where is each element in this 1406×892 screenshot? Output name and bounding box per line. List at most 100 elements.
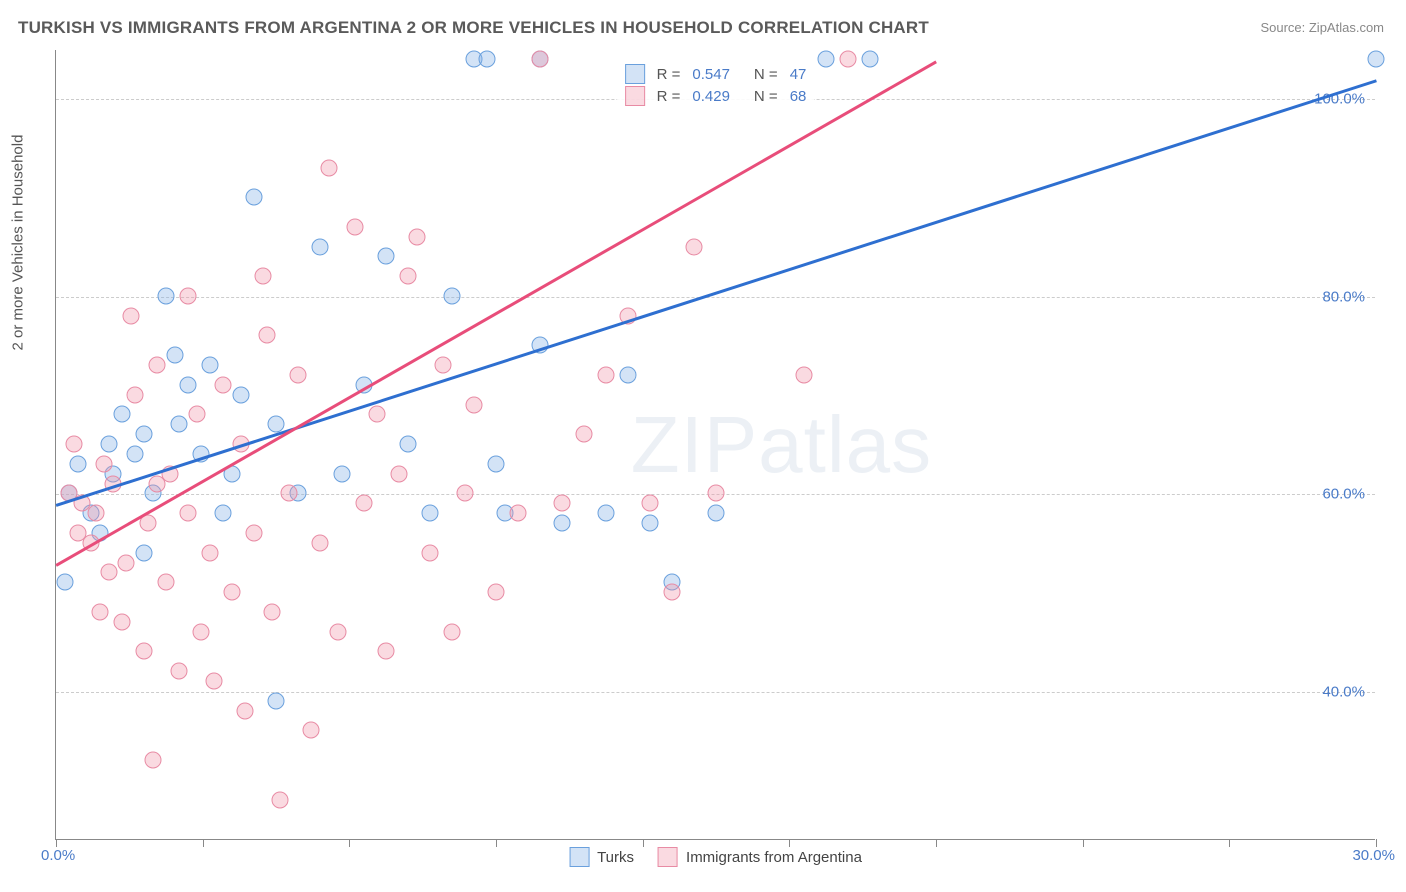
data-point [180,505,197,522]
data-point [576,426,593,443]
data-point [369,406,386,423]
data-point [180,287,197,304]
x-tick [789,839,790,847]
data-point [65,436,82,453]
x-tick [643,839,644,847]
data-point [224,584,241,601]
trend-line [56,80,1377,507]
data-point [171,663,188,680]
data-point [254,268,271,285]
r-label: R = [657,66,681,83]
data-point [466,396,483,413]
data-point [457,485,474,502]
data-point [356,495,373,512]
data-point [149,357,166,374]
data-point [127,445,144,462]
data-point [391,465,408,482]
data-point [818,50,835,67]
data-point [422,505,439,522]
legend-swatch [625,64,645,84]
legend-correlation-row: R =0.429N =68 [625,86,807,106]
data-point [114,613,131,630]
x-tick [203,839,204,847]
data-point [100,564,117,581]
data-point [237,702,254,719]
data-point [215,505,232,522]
legend-swatch [569,847,589,867]
n-label: N = [754,66,778,83]
data-point [303,722,320,739]
legend-series-label: Turks [597,849,634,866]
legend-series-item: Immigrants from Argentina [658,847,862,867]
data-point [312,238,329,255]
data-point [96,455,113,472]
legend-correlation-row: R = 0.547 N = 47 [625,64,807,84]
data-point [664,584,681,601]
data-point [708,485,725,502]
legend-series: Turks Immigrants from Argentina [569,847,862,867]
data-point [598,505,615,522]
data-point [118,554,135,571]
data-point [708,505,725,522]
x-tick [1376,839,1377,847]
n-value: 68 [790,88,807,105]
data-point [114,406,131,423]
data-point [100,436,117,453]
data-point [642,495,659,512]
chart-container: TURKISH VS IMMIGRANTS FROM ARGENTINA 2 O… [0,0,1406,892]
data-point [400,268,417,285]
plot-area: ZIPatlas 40.0%60.0%80.0%100.0% R =0.547N… [55,50,1375,840]
data-point [272,791,289,808]
y-tick-label: 80.0% [1322,288,1365,305]
legend-correlation: R =0.547N =47R =0.429N =68 [617,58,815,112]
data-point [378,643,395,660]
n-value: 47 [790,66,807,83]
data-point [312,534,329,551]
data-point [554,515,571,532]
data-point [171,416,188,433]
legend-series-item: Turks [569,847,634,867]
x-tick [1083,839,1084,847]
x-tick [496,839,497,847]
gridline [56,297,1375,298]
r-value: 0.547 [692,66,730,83]
y-tick-label: 60.0% [1322,486,1365,503]
data-point [862,50,879,67]
data-point [166,347,183,364]
data-point [158,574,175,591]
data-point [686,238,703,255]
data-point [840,50,857,67]
data-point [642,515,659,532]
data-point [620,366,637,383]
data-point [281,485,298,502]
trend-line [55,60,936,566]
data-point [268,692,285,709]
data-point [56,574,73,591]
data-point [400,436,417,453]
data-point [435,357,452,374]
data-point [122,307,139,324]
data-point [136,643,153,660]
data-point [232,386,249,403]
data-point [188,406,205,423]
n-label: N = [754,88,778,105]
gridline [56,692,1375,693]
data-point [215,376,232,393]
data-point [127,386,144,403]
legend-swatch [658,847,678,867]
data-point [554,495,571,512]
data-point [598,366,615,383]
data-point [320,159,337,176]
x-tick [56,839,57,847]
data-point [422,544,439,561]
y-axis-title: 2 or more Vehicles in Household [10,135,27,351]
data-point [1368,50,1385,67]
data-point [347,218,364,235]
legend-swatch [625,86,645,106]
data-point [202,544,219,561]
data-point [136,426,153,443]
data-point [136,544,153,561]
r-label: R = [657,88,681,105]
data-point [70,455,87,472]
y-tick-label: 40.0% [1322,683,1365,700]
